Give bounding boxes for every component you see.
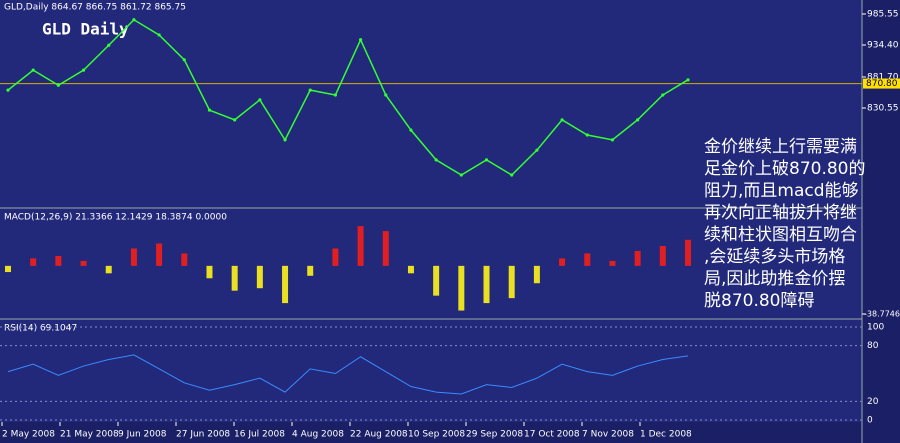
rsi-axis-label: 0 [867, 416, 873, 426]
price-point [384, 93, 388, 97]
price-point [233, 118, 237, 122]
date-label: 22 Aug 2008 [350, 430, 408, 440]
price-point [107, 43, 111, 47]
price-point [610, 138, 615, 142]
date-label: 10 Sep 2008 [408, 430, 465, 440]
date-label: 4 Aug 2008 [292, 430, 344, 440]
header: GLD,Daily 864.67 866.75 861.72 865.75 [4, 3, 186, 13]
level-label: 870.80 [866, 79, 898, 89]
date-label: 1 Dec 2008 [640, 430, 692, 440]
macd-bar [307, 265, 314, 276]
rsi-axis-label: 80 [867, 341, 879, 351]
macd-bar [156, 243, 163, 266]
annotation-line: ,会延续多头市场格 [704, 247, 846, 267]
macd-bar [533, 265, 540, 284]
price-point [560, 118, 564, 122]
macd-bar [584, 253, 591, 266]
price-point [207, 108, 212, 112]
annotation-line: 金价继续上行需要满 [704, 137, 857, 157]
price-point [535, 148, 539, 152]
macd-bar [458, 265, 465, 311]
macd-bar [231, 265, 238, 291]
macd-bar [80, 260, 87, 266]
annotation-line: 脱870.80障碍 [704, 291, 815, 311]
macd-bar [130, 248, 137, 266]
rsi-axis-label: 20 [867, 397, 879, 407]
price-point [484, 158, 489, 162]
macd-bar [256, 265, 263, 289]
price-point [510, 173, 514, 177]
price-axis [862, 0, 900, 443]
date-label: 9 Jun 2008 [118, 430, 167, 440]
macd-bar [659, 246, 666, 266]
plot-background [0, 0, 862, 422]
date-label: 16 Jul 2008 [234, 430, 285, 440]
price-point [409, 128, 413, 132]
annotation-line: 续和柱状图相互吻合 [704, 225, 857, 245]
macd-bar [55, 255, 62, 266]
macd-bar [382, 231, 389, 266]
macd-bar [332, 248, 339, 266]
macd-axis-label: -38.7746 [864, 309, 900, 318]
macd-bar [282, 265, 289, 304]
annotation-line: 足金价上破870.80的 [704, 159, 866, 179]
macd-bar [433, 265, 440, 296]
macd-bar [609, 260, 616, 266]
macd-bar [105, 265, 112, 274]
macd-bar [407, 265, 414, 274]
date-label: 27 Jun 2008 [176, 430, 230, 440]
date-label: 2 May 2008 [2, 430, 55, 440]
price-point [283, 138, 287, 142]
price-point [434, 158, 438, 162]
macd-bar [357, 226, 364, 266]
macd-bar [5, 265, 11, 273]
price-point [333, 93, 338, 97]
annotation: 金价继续上行需要满 足金价上破870.80的 阻力,而且macd能够 再次向正轴拔升将… [704, 136, 894, 312]
price-point [585, 133, 589, 137]
date-label: 29 Sep 2008 [466, 430, 523, 440]
macd-bar [30, 258, 37, 266]
price-line [7, 18, 689, 176]
date-label: 17 Oct 2008 [524, 430, 580, 440]
macd-bar [206, 265, 213, 279]
annotation-line: 局,因此助推金价摆 [704, 269, 846, 289]
date-label: 7 Nov 2008 [582, 430, 634, 440]
macd-bar [483, 265, 490, 304]
macd-bar [634, 250, 641, 266]
annotation-line: 再次向正轴拔升将继 [704, 203, 857, 223]
rsi-axis-label: 100 [867, 323, 884, 333]
price-point [31, 68, 35, 72]
date-label: 21 May 2008 [60, 430, 119, 440]
price-point [56, 83, 60, 87]
rsi-line [7, 354, 689, 395]
price-point [132, 18, 136, 22]
price-label: 985.55 [867, 9, 899, 19]
price-point [258, 98, 262, 102]
macd-bar [508, 265, 515, 299]
macd-bar [685, 239, 691, 266]
chart-title: GLD Daily [42, 20, 129, 39]
price-point [308, 88, 312, 92]
price-label: 830.55 [867, 103, 899, 113]
macd-bar [181, 253, 188, 266]
price-point [182, 58, 186, 62]
price-point [81, 68, 86, 72]
date-axis [0, 422, 862, 443]
price-point [6, 88, 10, 92]
macd-label: MACD(12,26,9) 21.3366 12.1429 18.3874 0.… [4, 213, 227, 223]
macd-bar [559, 258, 566, 266]
price-label: 881.70 [867, 72, 899, 82]
price-point [157, 33, 161, 37]
price-label: 934.40 [867, 41, 899, 51]
level-badge [863, 78, 900, 89]
price-point [636, 118, 640, 122]
price-point [459, 173, 463, 177]
price-point [358, 38, 363, 42]
rsi-label: RSI(14) 69.1047 [4, 324, 77, 334]
annotation-line: 阻力,而且macd能够 [704, 181, 859, 201]
price-point [661, 93, 665, 97]
price-point [686, 78, 690, 82]
